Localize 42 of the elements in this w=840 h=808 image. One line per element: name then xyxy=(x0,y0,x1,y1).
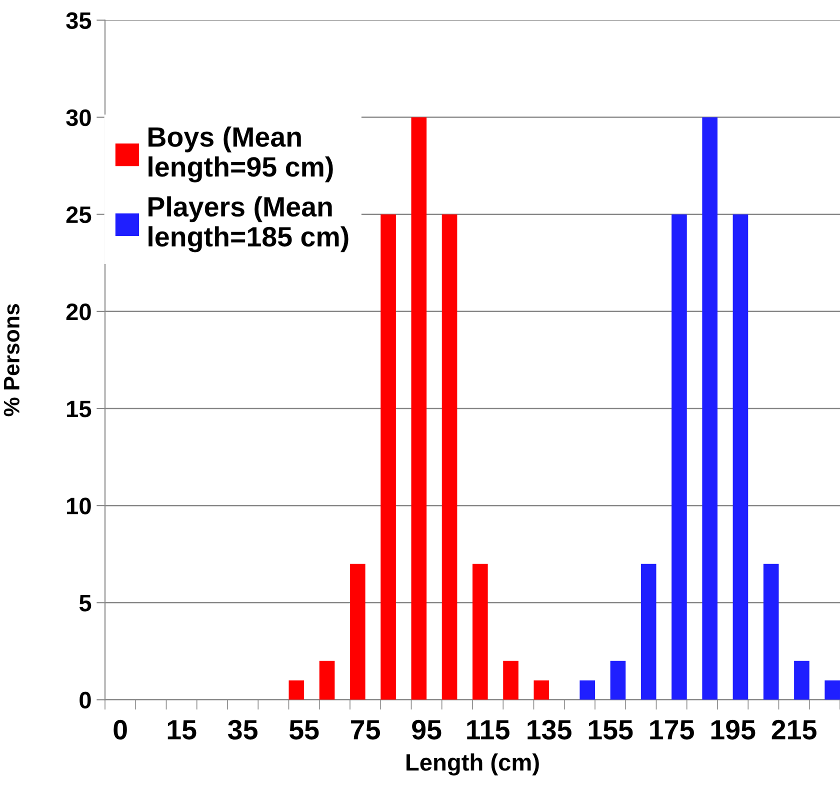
x-tick-label: 175 xyxy=(650,720,694,740)
legend-label: Players (Mean length=185 cm) xyxy=(148,196,348,252)
bar xyxy=(442,214,458,700)
x-tick-label: 35 xyxy=(228,720,258,740)
bar xyxy=(794,660,810,700)
bar xyxy=(411,117,427,700)
legend-label: Boys (Mean length=95 cm) xyxy=(148,126,333,182)
bar xyxy=(288,680,304,700)
y-axis-title: % Persons xyxy=(4,304,20,416)
x-tick-label: 155 xyxy=(588,720,633,740)
x-tick-label: 95 xyxy=(412,720,442,740)
bar xyxy=(763,564,779,700)
y-tick-label: 30 xyxy=(66,109,91,126)
x-tick-label: 195 xyxy=(711,720,756,740)
x-tick-label: 55 xyxy=(289,720,319,740)
y-tick-label: 0 xyxy=(80,692,91,709)
x-tick-label: 215 xyxy=(772,720,816,740)
bar xyxy=(380,214,396,700)
y-tick-label: 5 xyxy=(79,594,92,612)
x-tick-label: 75 xyxy=(351,720,380,740)
bar xyxy=(702,117,718,700)
bar xyxy=(472,564,488,700)
x-tick-label: 135 xyxy=(528,720,572,740)
y-tick-label: 15 xyxy=(67,400,92,418)
bar xyxy=(350,564,366,700)
bar xyxy=(534,680,550,700)
y-tick-label: 20 xyxy=(66,303,91,320)
x-tick-label: 0 xyxy=(114,720,127,740)
y-tick-label: 35 xyxy=(66,12,92,30)
x-tick-label: 15 xyxy=(168,720,196,740)
bar xyxy=(319,660,335,700)
bar xyxy=(580,680,595,700)
y-tick-label: 10 xyxy=(67,498,91,514)
x-axis-title: Length (cm) xyxy=(406,753,539,776)
bar xyxy=(824,680,840,700)
bar xyxy=(732,214,748,700)
bar xyxy=(610,660,626,700)
bar xyxy=(672,214,687,700)
bar xyxy=(503,660,518,700)
bar xyxy=(640,564,656,700)
x-tick-label: 115 xyxy=(467,720,510,740)
y-tick-label: 25 xyxy=(66,206,92,224)
